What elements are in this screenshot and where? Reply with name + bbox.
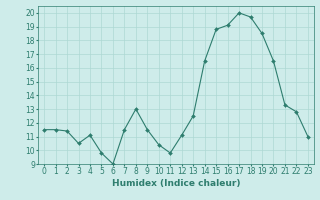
- X-axis label: Humidex (Indice chaleur): Humidex (Indice chaleur): [112, 179, 240, 188]
